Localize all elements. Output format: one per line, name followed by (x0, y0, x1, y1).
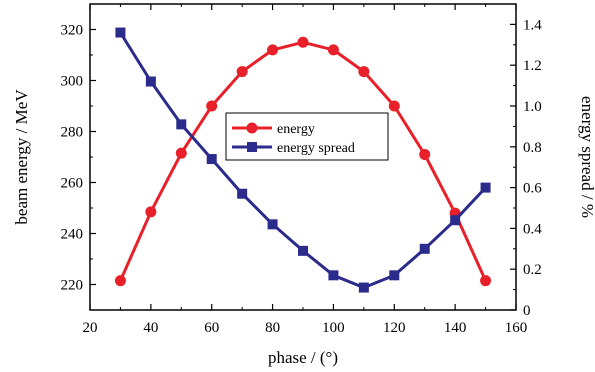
x-tick-label: 140 (444, 320, 467, 336)
series-layer (114, 27, 492, 293)
tick-labels: 20 40 60 80 100 120 140 160 220 240 260 280 300 320 0 0… (61, 17, 543, 336)
x-tick-label: 160 (505, 320, 528, 336)
data-point-energy (358, 66, 370, 78)
data-point-energy-spread (480, 182, 491, 193)
data-point-energy-spread (145, 76, 156, 87)
legend-label-energy: energy (277, 122, 315, 137)
data-point-energy (145, 206, 157, 218)
data-point-energy-spread (267, 219, 278, 230)
y2-tick-label: 0.6 (523, 181, 542, 197)
data-point-energy-spread (419, 243, 430, 254)
data-point-energy (388, 100, 400, 112)
x-tick-label: 60 (204, 320, 219, 336)
y2-axis-label: energy spread / % (578, 96, 595, 218)
x-axis-label: phase / (°) (268, 348, 338, 367)
y2-tick-label: 1.0 (523, 99, 542, 115)
y2-tick-label: 1.4 (523, 17, 542, 33)
x-tick-label: 20 (83, 320, 98, 336)
y2-tick-label: 1.2 (523, 58, 542, 74)
data-point-energy-spread (237, 188, 248, 199)
data-point-energy (267, 44, 279, 56)
x-tick-label: 100 (322, 320, 345, 336)
legend-box (225, 112, 389, 161)
y-tick-label: 320 (61, 23, 84, 39)
data-point-energy (206, 100, 218, 112)
y2-tick-label: 0.2 (523, 262, 542, 278)
data-point-energy-spread (206, 154, 217, 165)
x-tick-label: 40 (143, 320, 158, 336)
data-point-energy (480, 275, 492, 287)
plot-frame (89, 3, 517, 311)
y-axis-label: beam energy / MeV (12, 89, 31, 225)
data-point-energy (327, 44, 339, 56)
y-tick-label: 300 (61, 74, 84, 90)
data-point-energy (114, 275, 126, 287)
y-tick-label: 240 (61, 227, 84, 243)
data-point-energy-spread (450, 215, 461, 226)
data-point-energy (175, 147, 187, 159)
x-tick-label: 80 (265, 320, 280, 336)
legend-marker-energy (246, 122, 258, 134)
x-tick-label: 120 (383, 320, 406, 336)
data-point-energy-spread (176, 119, 187, 130)
data-point-energy (297, 36, 309, 48)
data-point-energy-spread (298, 245, 308, 256)
data-point-energy (236, 66, 248, 78)
data-point-energy-spread (328, 270, 339, 281)
legend: energy energy spread (225, 112, 389, 161)
legend-label-energy-spread: energy spread (277, 141, 355, 156)
legend-marker-energy-spread (247, 142, 257, 152)
data-point-energy-spread (358, 282, 369, 293)
y2-tick-label: 0.4 (523, 221, 542, 237)
data-point-energy-spread (115, 27, 126, 38)
y-tick-label: 220 (61, 278, 84, 294)
y-tick-label: 260 (61, 176, 84, 192)
y-tick-label: 280 (61, 125, 84, 141)
data-point-energy-spread (389, 270, 400, 281)
y2-tick-label: 0 (523, 303, 531, 319)
data-point-energy (419, 148, 431, 160)
y2-tick-label: 0.8 (523, 140, 542, 156)
